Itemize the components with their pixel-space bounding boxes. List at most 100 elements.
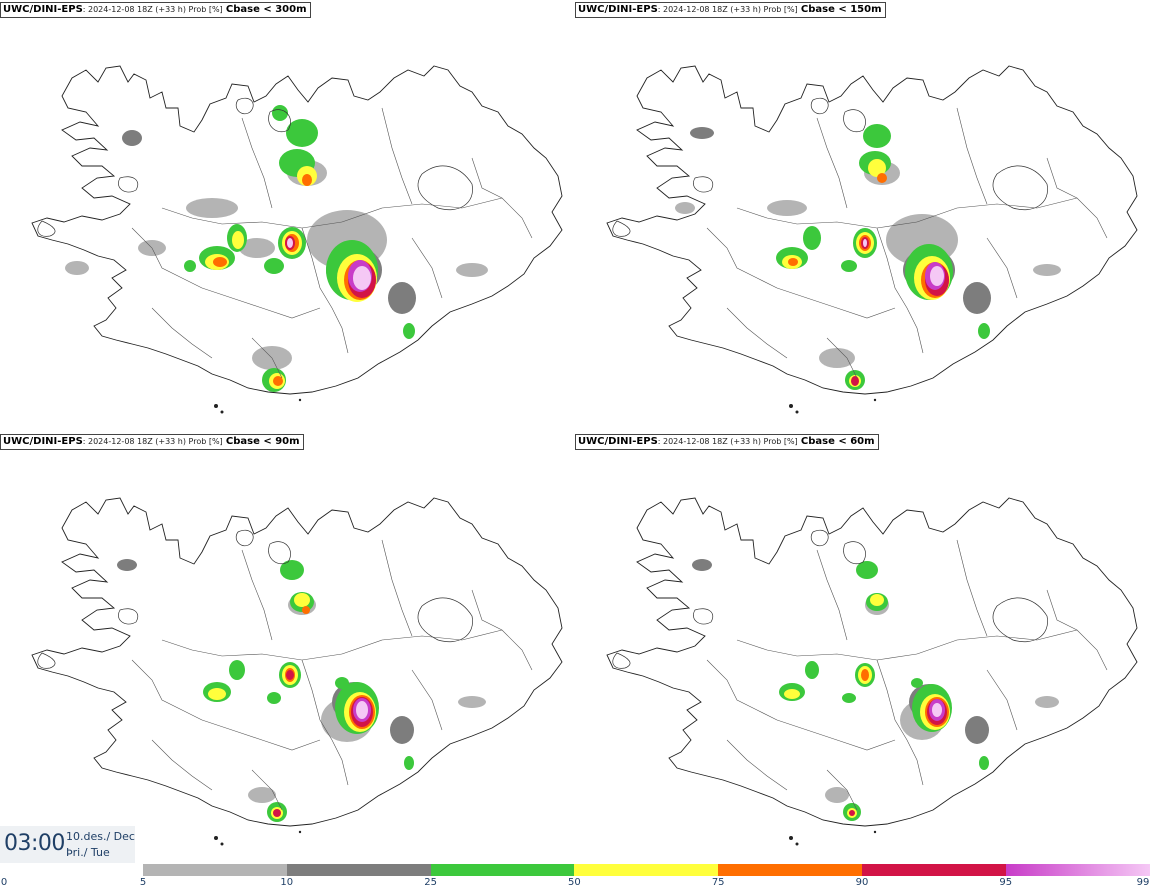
region-border: [201, 719, 321, 751]
region-border: [876, 659, 924, 786]
islet: [873, 398, 877, 402]
probability-area: [280, 560, 304, 580]
probability-area: [692, 559, 712, 571]
lake-outline: [992, 165, 1048, 210]
probability-area: [1033, 264, 1061, 276]
model-name: UWC/DINI-EPS: [3, 4, 83, 15]
probability-area: [456, 263, 488, 277]
region-border: [1046, 589, 1108, 671]
region-border: [241, 117, 273, 209]
region-border: [131, 659, 203, 721]
lake-outline: [118, 608, 139, 625]
map-layer: [31, 497, 563, 846]
probability-area: [819, 348, 855, 368]
lake-outline: [417, 165, 473, 210]
region-border: [986, 237, 1018, 299]
islet: [298, 830, 302, 834]
map-layer: [606, 497, 1138, 846]
probability-area: [287, 238, 293, 248]
region-border: [131, 227, 203, 289]
probability-area: [930, 266, 944, 286]
valid-weekday: Þri./ Tue: [66, 846, 110, 859]
iceland-map: [31, 65, 563, 414]
lake-outline: [612, 220, 631, 237]
colorbar-bin: [862, 864, 1006, 876]
run-info: : 2024-12-08 18Z (+33 h) Prob [%]: [657, 437, 798, 446]
probability-area: [356, 701, 368, 719]
parameter-label: Cbase < 300m: [225, 4, 307, 15]
probability-area: [805, 661, 819, 679]
probability-area: [877, 173, 887, 183]
probability-area: [849, 810, 855, 816]
probability-area: [248, 787, 276, 803]
colorbar-bin: [574, 864, 719, 876]
region-border: [381, 539, 413, 637]
region-border: [916, 197, 1078, 223]
probability-area: [388, 282, 416, 314]
probability-area: [963, 282, 991, 314]
region-border: [986, 669, 1018, 731]
parameter-label: Cbase < 150m: [800, 4, 882, 15]
probability-area: [117, 559, 137, 571]
lake-outline: [235, 529, 254, 547]
probability-area: [335, 677, 349, 689]
map-layer: [606, 65, 1138, 414]
probability-area: [390, 716, 414, 744]
region-border: [381, 107, 413, 205]
lake-outline: [612, 652, 631, 669]
colorbar-bin: [286, 864, 431, 876]
region-border: [251, 337, 283, 379]
probability-area: [868, 159, 886, 177]
lake-outline: [417, 597, 473, 642]
probability-area: [294, 593, 310, 607]
colorbar-tick-label: 25: [424, 877, 437, 888]
iceland-coastline: [31, 497, 563, 827]
lake-outline: [693, 176, 714, 193]
islet: [220, 410, 224, 414]
region-border: [161, 639, 343, 661]
probability-area: [458, 696, 486, 708]
region-border: [826, 769, 858, 811]
probability-area: [803, 226, 821, 250]
panel-title: UWC/DINI-EPS: 2024-12-08 18Z (+33 h) Pro…: [575, 2, 886, 18]
region-border: [776, 287, 896, 319]
probability-colorbar: 0 5 10 25 50 75 90 95 99: [0, 862, 1150, 891]
probability-area: [767, 200, 807, 216]
iceland-map: [606, 65, 1138, 414]
probability-area: [208, 688, 226, 700]
colorbar-tick-label: 99: [1136, 877, 1150, 888]
iceland-coastline: [31, 65, 563, 395]
region-border: [956, 539, 988, 637]
region-border: [301, 659, 349, 786]
iceland-map: [606, 497, 1138, 846]
probability-area: [213, 257, 227, 267]
lake-outline: [992, 597, 1048, 642]
probability-area: [65, 261, 89, 275]
panel-title: UWC/DINI-EPS: 2024-12-08 18Z (+33 h) Pro…: [0, 2, 311, 18]
probability-area: [851, 376, 859, 386]
region-border: [151, 307, 213, 359]
parameter-label: Cbase < 60m: [800, 436, 875, 447]
lake-outline: [268, 109, 291, 133]
colorbar-tick-label: 90: [855, 877, 869, 888]
lake-outline: [810, 97, 829, 115]
probability-area: [229, 660, 245, 680]
valid-date: 10.des./ Dec: [66, 830, 135, 843]
region-border: [471, 157, 533, 239]
region-border: [826, 337, 858, 379]
probability-area: [825, 787, 849, 803]
probability-area: [272, 105, 288, 121]
colorbar-tick-label: 5: [139, 877, 147, 888]
islet: [795, 842, 799, 846]
probability-area: [1035, 696, 1059, 708]
probability-area: [273, 376, 283, 386]
probability-area: [286, 119, 318, 147]
probability-area: [184, 260, 196, 272]
probability-area: [302, 606, 310, 614]
islet: [873, 830, 877, 834]
probability-area: [186, 198, 238, 218]
colorbar-tick-label: 95: [999, 877, 1013, 888]
region-border: [816, 117, 848, 209]
lake-outline: [268, 541, 291, 565]
region-border: [876, 227, 924, 354]
